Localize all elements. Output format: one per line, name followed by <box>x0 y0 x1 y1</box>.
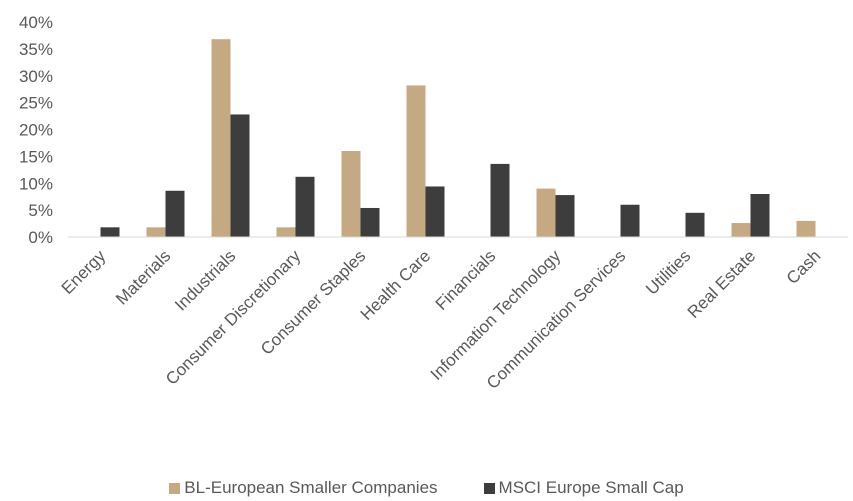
bar-bl-cash <box>796 220 816 237</box>
bar-msci-materials <box>165 190 185 237</box>
legend-item-msci: MSCI Europe Small Cap <box>483 478 684 498</box>
legend-item-bl: BL-European Smaller Companies <box>169 478 438 498</box>
x-tick-label: Energy <box>58 246 110 298</box>
bar-bl-consumer-discretionary <box>276 227 296 237</box>
legend-label-bl: BL-European Smaller Companies <box>184 478 438 497</box>
x-tick-label: Utilities <box>642 246 694 298</box>
y-tick-label: 40% <box>19 13 53 32</box>
bar-chart: 0% 5% 10% 15% 20% 25% 30% 35% 40% Energy Material… <box>19 13 848 393</box>
legend-label-msci: MSCI Europe Small Cap <box>498 478 684 497</box>
bar-msci-health-care <box>425 186 445 237</box>
bar-bl-materials <box>146 227 166 237</box>
bar-msci-communication-services <box>620 204 640 237</box>
bar-bl-industrials <box>211 39 231 238</box>
y-tick-label: 15% <box>19 147 53 166</box>
bar-msci-consumer-staples <box>360 207 380 237</box>
legend-swatch-msci <box>483 482 495 494</box>
x-tick-label: Cash <box>783 246 824 287</box>
bars <box>100 39 816 238</box>
y-tick-label: 35% <box>19 40 53 59</box>
x-tick-label: Communication Services <box>483 246 629 392</box>
x-tick-label: Real Estate <box>684 246 760 322</box>
bar-bl-consumer-staples <box>341 151 361 237</box>
legend-swatch-bl <box>169 482 181 494</box>
x-tick-label: Industrials <box>171 246 239 314</box>
y-tick-label: 30% <box>19 67 53 86</box>
x-tick-label: Materials <box>112 246 174 308</box>
y-tick-label: 5% <box>28 201 53 220</box>
bar-msci-energy <box>100 227 120 237</box>
y-tick-label: 25% <box>19 94 53 113</box>
x-tick-label: Information Technology <box>427 246 565 384</box>
y-tick-label: 0% <box>28 228 53 247</box>
x-tick-label: Health Care <box>357 246 435 324</box>
bar-msci-real-estate <box>750 194 770 237</box>
legend: BL-European Smaller Companies MSCI Europ… <box>0 478 853 498</box>
bar-bl-health-care <box>406 85 426 237</box>
y-tick-label: 10% <box>19 174 53 193</box>
y-tick-label: 20% <box>19 121 53 140</box>
x-tick-label: Financials <box>432 246 500 314</box>
bar-msci-financials <box>490 163 510 237</box>
bar-msci-information-technology <box>555 195 575 237</box>
bar-msci-utilities <box>685 212 705 237</box>
bar-msci-consumer-discretionary <box>295 176 315 237</box>
x-tick-label: Consumer Discretionary <box>162 246 305 389</box>
bar-bl-information-technology <box>536 188 556 237</box>
y-axis-ticks: 0% 5% 10% 15% 20% 25% 30% 35% 40% <box>19 13 53 247</box>
bar-msci-industrials <box>230 114 250 237</box>
bar-bl-real-estate <box>731 223 751 237</box>
